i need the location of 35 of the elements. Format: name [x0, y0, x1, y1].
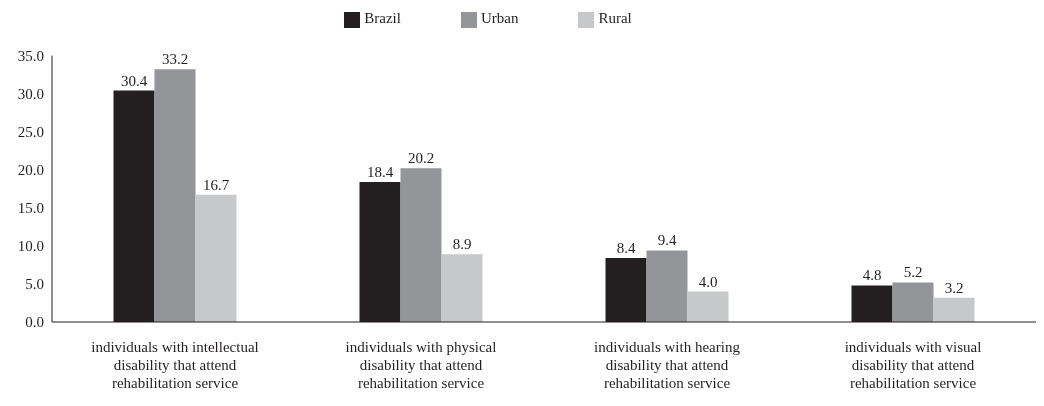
- legend-label: Brazil: [364, 10, 401, 26]
- y-tick-label: 20.0: [17, 162, 44, 179]
- data-label: 4.8: [862, 267, 882, 284]
- data-label: 8.4: [616, 240, 636, 257]
- y-tick-label: 0.0: [25, 314, 44, 331]
- y-tick-label: 35.0: [17, 47, 44, 64]
- x-tick-label: individuals with physical disability that attend rehabilitation service: [345, 339, 497, 391]
- data-label: 8.9: [452, 236, 472, 253]
- bar: [154, 69, 196, 322]
- x-tick-label: individuals with hearing disability that attend rehabilitation service: [594, 339, 741, 391]
- data-label: 33.2: [161, 51, 189, 68]
- bar: [195, 194, 237, 322]
- data-label: 30.4: [120, 72, 148, 89]
- x-tick-label: individuals with visual disability that attend rehabilitation service: [844, 339, 982, 391]
- data-label: 20.2: [407, 150, 435, 167]
- bar: [400, 168, 442, 322]
- data-label: 5.2: [903, 264, 923, 281]
- bar: [892, 282, 934, 322]
- y-tick-label: 30.0: [17, 85, 44, 102]
- bar: [933, 297, 975, 322]
- bar: [441, 254, 483, 322]
- data-label: 4.0: [698, 273, 718, 290]
- y-tick-label: 5.0: [25, 276, 44, 293]
- x-tick-label: individuals with intellectual disability that attend rehabilitation service: [91, 339, 259, 391]
- data-label: 3.2: [944, 279, 964, 296]
- legend-label: Urban: [480, 10, 519, 26]
- data-label: 16.7: [202, 176, 230, 193]
- y-tick-label: 25.0: [17, 124, 44, 141]
- data-label: 18.4: [366, 163, 394, 180]
- y-tick-label: 10.0: [17, 238, 44, 255]
- bar: [687, 291, 729, 322]
- y-tick-label: 15.0: [17, 200, 44, 217]
- data-label: 9.4: [657, 232, 677, 249]
- legend-label: Rural: [598, 10, 632, 26]
- bar: [646, 250, 688, 322]
